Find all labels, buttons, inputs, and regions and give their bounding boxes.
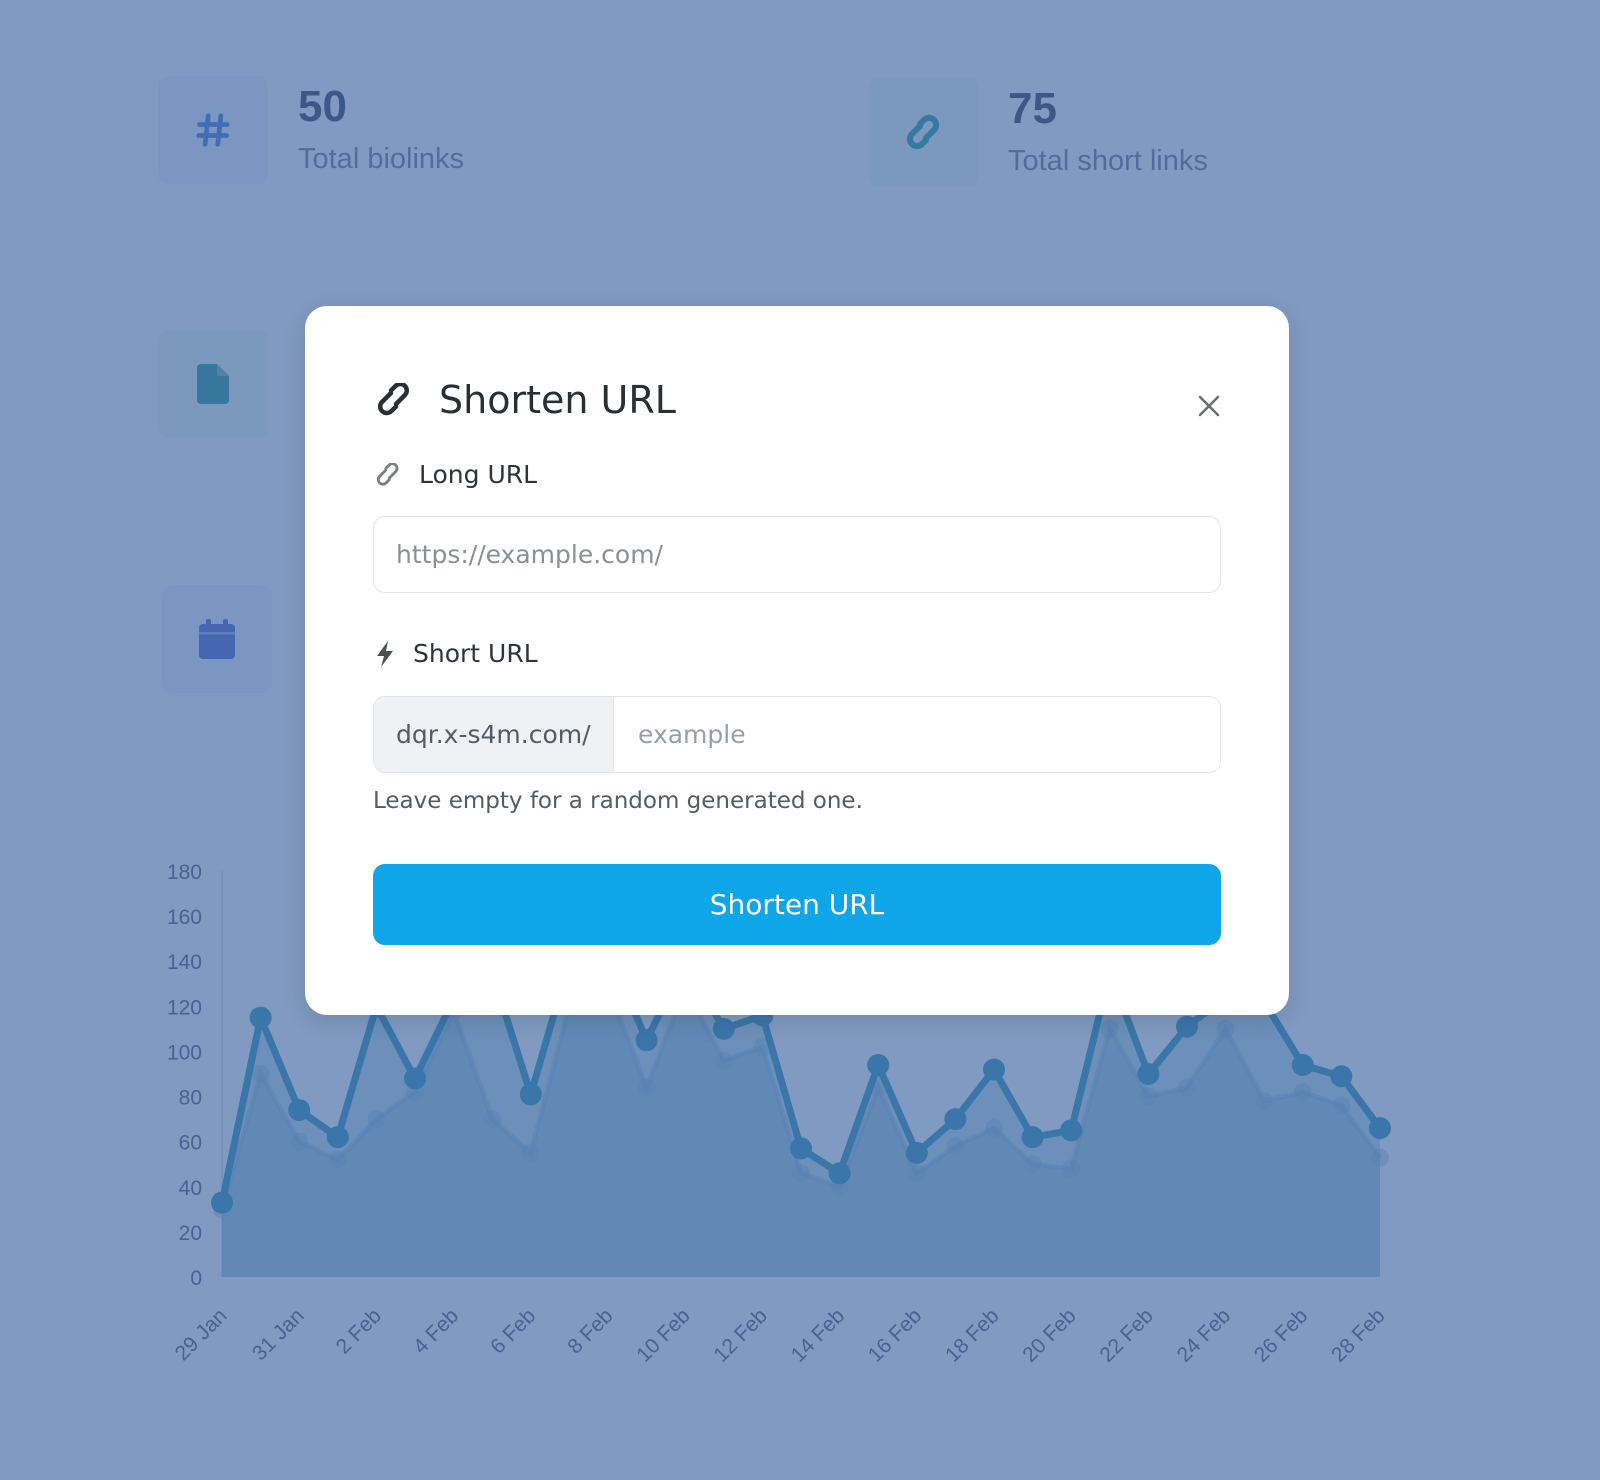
modal-header: Shorten URL: [373, 378, 1229, 422]
link-icon: [378, 383, 409, 416]
short-url-input-group: dqr.x-s4m.com/: [373, 696, 1221, 773]
shorten-url-modal: Shorten URL Long URL Short URL dqr.x-s4m…: [305, 306, 1289, 1015]
short-url-label: Short URL: [373, 639, 538, 668]
close-icon: [1198, 395, 1220, 417]
domain-prefix: dqr.x-s4m.com/: [374, 697, 614, 772]
short-url-input[interactable]: [614, 697, 1220, 772]
long-url-input[interactable]: [373, 516, 1221, 593]
bolt-icon: [377, 640, 393, 667]
short-url-label-text: Short URL: [413, 639, 538, 668]
short-url-help-text: Leave empty for a random generated one.: [373, 788, 863, 814]
modal-title: Shorten URL: [439, 378, 676, 422]
close-button[interactable]: [1189, 386, 1229, 426]
long-url-label: Long URL: [373, 460, 537, 489]
long-url-label-text: Long URL: [419, 460, 538, 489]
link-icon: [376, 462, 399, 486]
shorten-url-button[interactable]: Shorten URL: [373, 864, 1221, 945]
